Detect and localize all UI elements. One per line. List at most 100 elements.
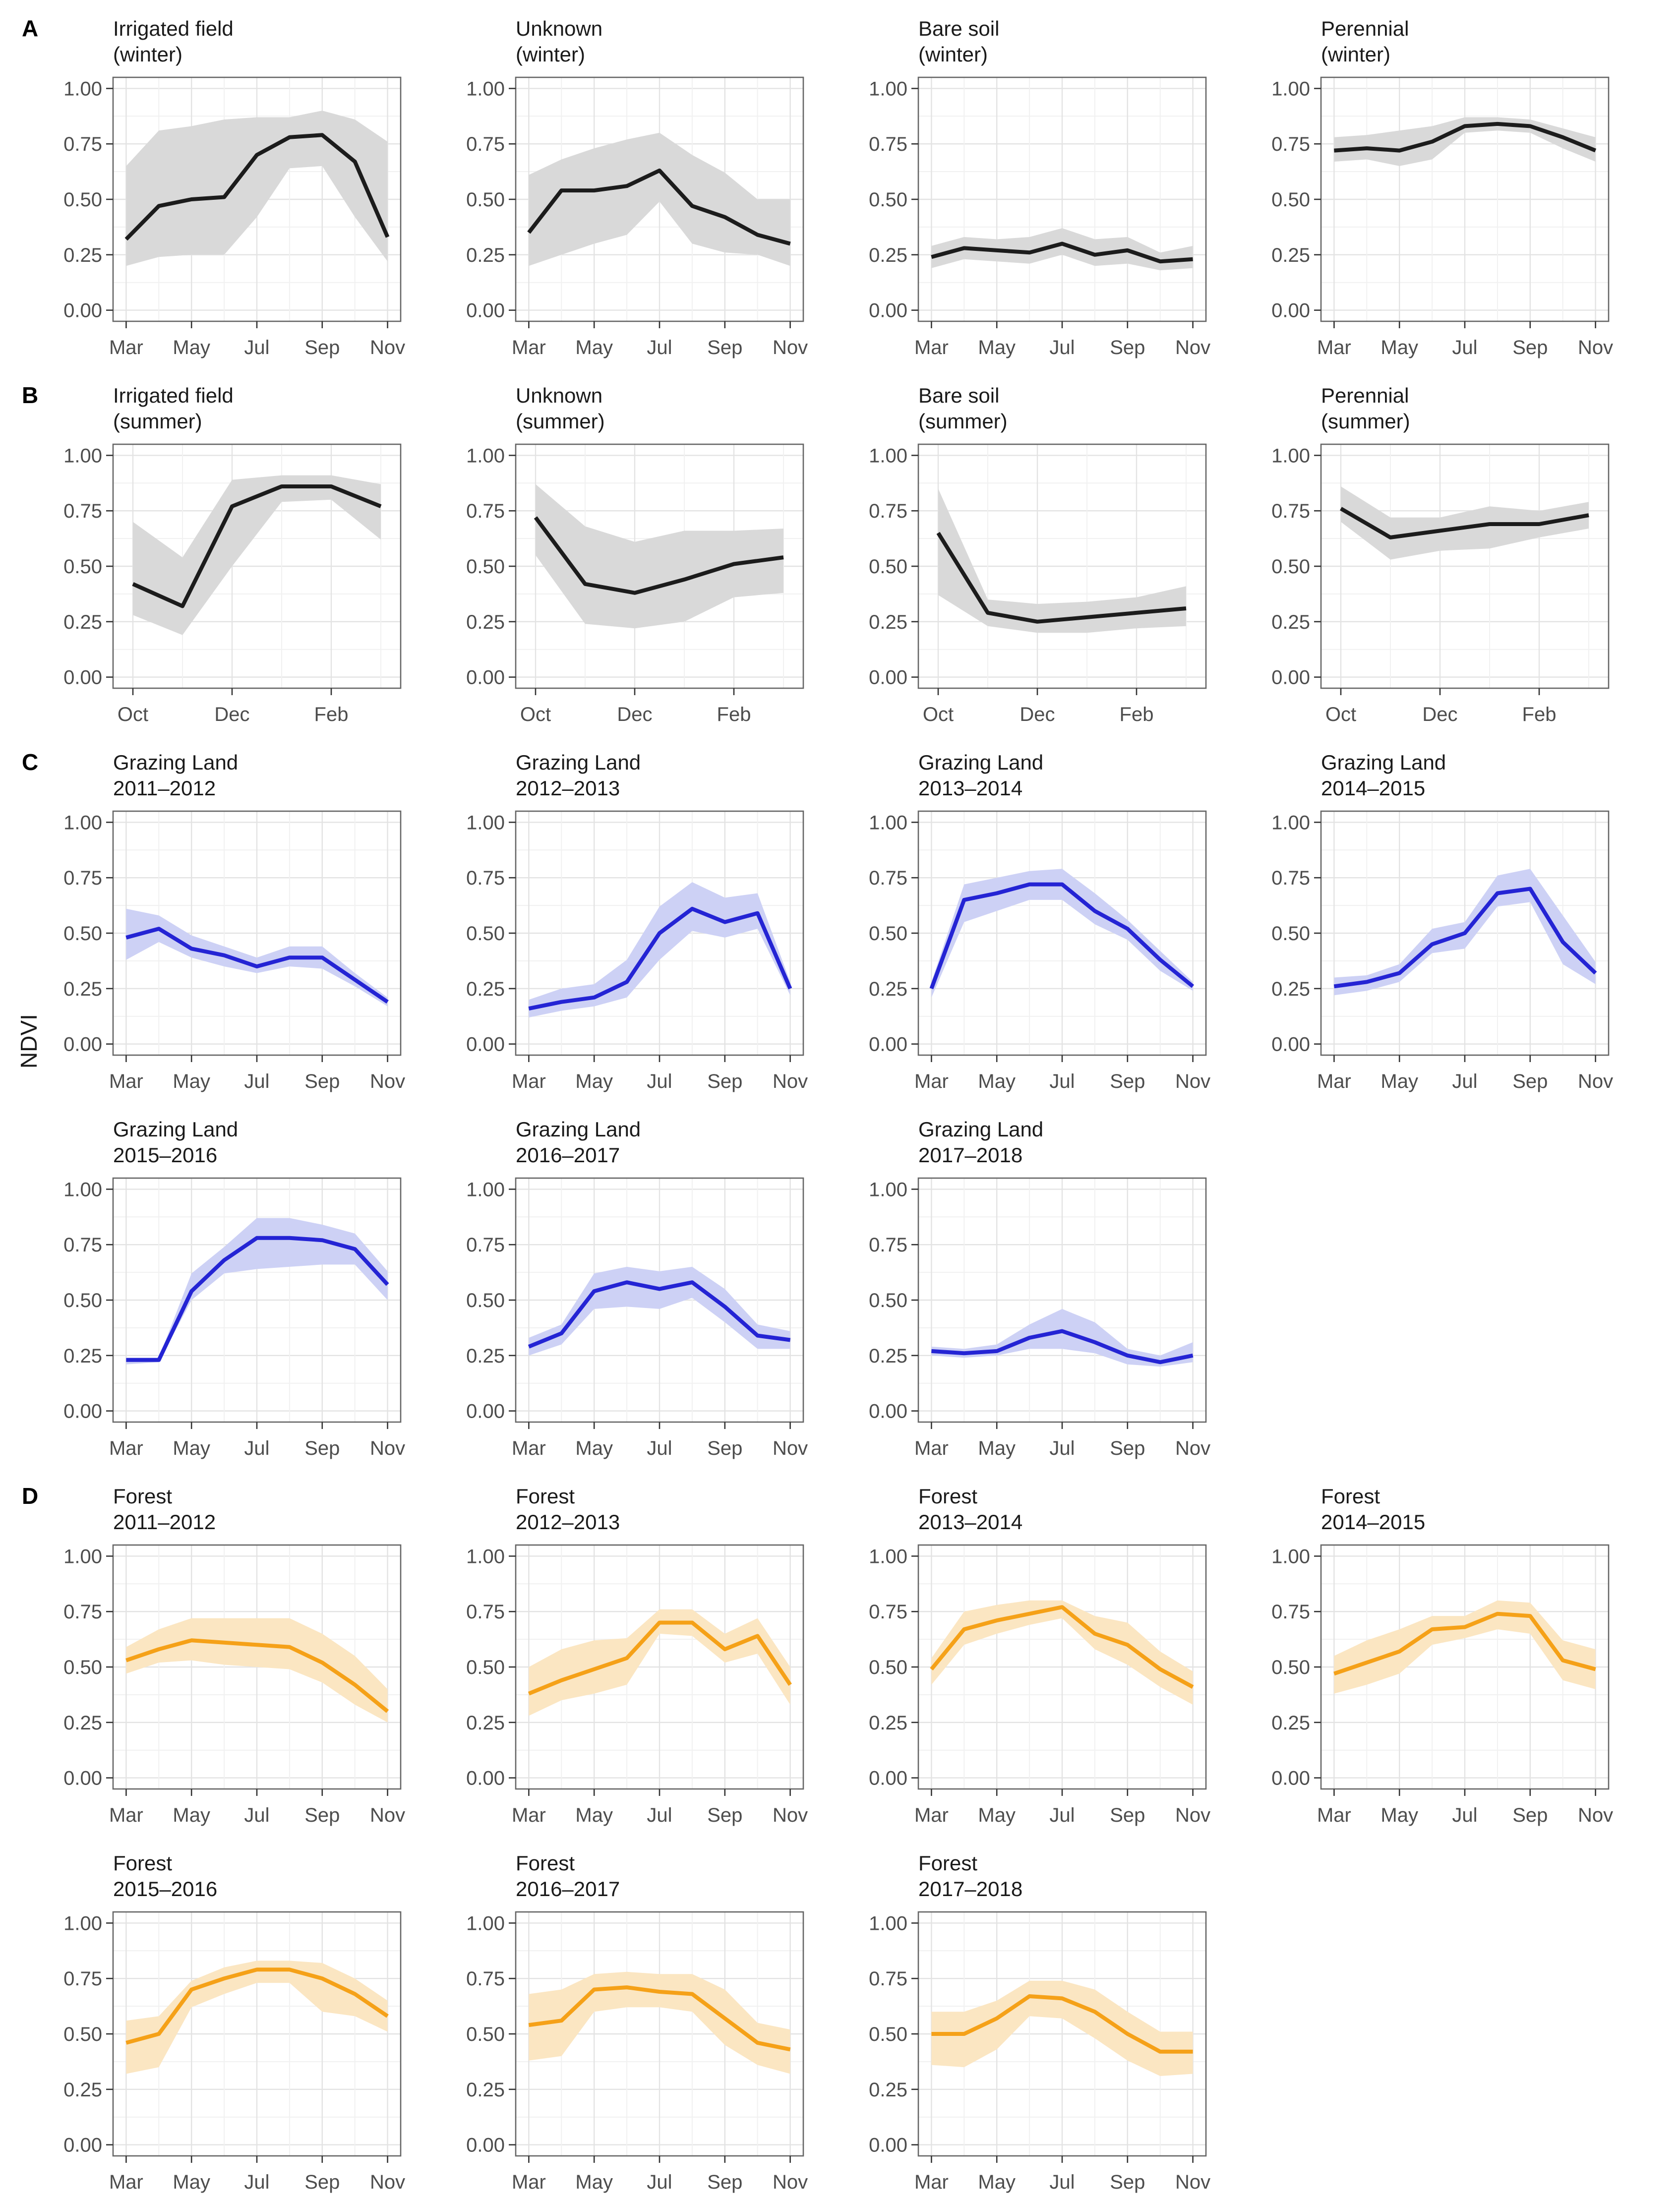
panel-chart: Mar May Jul Sep Nov 0.00 0.25 0.50 0.75 1.00	[1271, 76, 1613, 358]
svg-text:Nov: Nov	[1578, 1804, 1613, 1826]
svg-text:Feb: Feb	[717, 704, 751, 725]
svg-text:Mar: Mar	[512, 1437, 546, 1459]
svg-text:Feb: Feb	[1120, 704, 1154, 725]
svg-text:0.50: 0.50	[1271, 1657, 1310, 1678]
svg-text:Nov: Nov	[773, 1071, 808, 1092]
svg-text:1.00: 1.00	[63, 812, 102, 833]
svg-text:0.75: 0.75	[466, 500, 505, 522]
svg-text:1.00: 1.00	[466, 1546, 505, 1567]
svg-text:Nov: Nov	[1175, 337, 1210, 358]
panel-unknown-summer: Unknown (summer) Oct Dec Feb 0.00 0.25 0.50 0.75…	[461, 370, 864, 737]
svg-text:0.50: 0.50	[466, 1290, 505, 1311]
panel-title-line2: 2014–2015	[1321, 776, 1426, 800]
svg-text:0.00: 0.00	[63, 1401, 102, 1423]
panel-title-line1: Forest	[113, 1851, 173, 1875]
svg-text:Jul: Jul	[244, 1437, 269, 1459]
svg-text:1.00: 1.00	[1271, 812, 1310, 833]
svg-text:1.00: 1.00	[869, 812, 907, 833]
svg-text:0.25: 0.25	[869, 2079, 907, 2101]
svg-text:0.75: 0.75	[869, 1234, 907, 1256]
svg-text:1.00: 1.00	[466, 1179, 505, 1200]
panel-title-line2: 2017–2018	[918, 1877, 1023, 1901]
svg-text:0.25: 0.25	[1271, 978, 1310, 1000]
svg-text:May: May	[978, 337, 1016, 358]
panel-title-line2: 2013–2014	[918, 776, 1023, 800]
panel-title: Forest 2013–2014	[918, 1484, 1266, 1538]
svg-text:0.00: 0.00	[63, 667, 102, 689]
panel-unknown-winter: Unknown (winter) Mar May Jul Sep Nov 0.00 0.25 0.…	[461, 3, 864, 370]
panel-title-line2: 2012–2013	[516, 1510, 620, 1534]
panel-chart: Mar May Jul Sep Nov 0.00 0.25 0.50 0.75 1.00	[466, 76, 808, 358]
svg-text:1.00: 1.00	[466, 1912, 505, 1934]
svg-text:0.00: 0.00	[63, 2135, 102, 2156]
panel-perennial-summer: Perennial (summer) Oct Dec Feb 0.00 0.25 0.50 0.…	[1266, 370, 1669, 737]
panel-chart: Oct Dec Feb 0.00 0.25 0.50 0.75 1.00	[466, 443, 804, 725]
panel-title-line2: 2015–2016	[113, 1143, 218, 1167]
svg-text:Mar: Mar	[1317, 1804, 1351, 1826]
svg-text:Feb: Feb	[1522, 704, 1557, 725]
panel-title-line1: Grazing Land	[516, 1118, 641, 1141]
panel-title-line1: Grazing Land	[918, 751, 1044, 774]
panel-title: Perennial (summer)	[1321, 383, 1669, 437]
svg-text:0.00: 0.00	[869, 1401, 907, 1423]
panel-chart: Mar May Jul Sep Nov 0.00 0.25 0.50 0.75 1.00	[869, 810, 1210, 1092]
panel-chart: Mar May Jul Sep Nov 0.00 0.25 0.50 0.75 1.00	[466, 1177, 808, 1459]
svg-text:0.50: 0.50	[466, 189, 505, 211]
svg-text:0.00: 0.00	[63, 1768, 102, 1789]
svg-text:May: May	[575, 1437, 613, 1459]
panel-title-line2: 2014–2015	[1321, 1510, 1426, 1534]
panel-grazing-land-2017-2018: Grazing Land 2017–2018 Mar May Jul Sep Nov 0.00…	[864, 1104, 1266, 1471]
svg-text:May: May	[173, 1804, 210, 1826]
panel-title-line1: Forest	[516, 1485, 575, 1508]
panel-forest-2017-2018: Forest 2017–2018 Mar May Jul Sep Nov 0.00 0.25 0.…	[864, 1838, 1266, 2202]
panel-title-line2: (winter)	[516, 43, 586, 66]
svg-text:Sep: Sep	[707, 1437, 742, 1459]
svg-text:May: May	[173, 1437, 210, 1459]
panel-forest-2014-2015: Forest 2014–2015 Mar May Jul Sep Nov 0.00 0.25 0.…	[1266, 1471, 1669, 1838]
panel-forest-2012-2013: Forest 2012–2013 Mar May Jul Sep Nov 0.00 0.25 0.…	[461, 1471, 864, 1838]
svg-text:0.00: 0.00	[869, 667, 907, 689]
panel-title-line1: Forest	[918, 1485, 978, 1508]
svg-text:Jul: Jul	[647, 1071, 672, 1092]
svg-text:0.75: 0.75	[466, 133, 505, 155]
panel-forest-2013-2014: Forest 2013–2014 Mar May Jul Sep Nov 0.00 0.25 0.…	[864, 1471, 1266, 1838]
panel-title-line2: (winter)	[1321, 43, 1391, 66]
svg-text:Sep: Sep	[1512, 1071, 1548, 1092]
svg-text:0.25: 0.25	[466, 611, 505, 633]
svg-text:Mar: Mar	[109, 1804, 143, 1826]
svg-text:0.25: 0.25	[869, 1345, 907, 1367]
svg-text:0.75: 0.75	[466, 1234, 505, 1256]
svg-text:0.25: 0.25	[63, 1712, 102, 1734]
panel-grazing-land-2011-2012: Grazing Land 2011–2012 Mar May Jul Sep Nov 0.00…	[59, 737, 461, 1104]
svg-text:1.00: 1.00	[63, 1912, 102, 1934]
panel-grazing-land-2014-2015: Grazing Land 2014–2015 Mar May Jul Sep Nov 0.00…	[1266, 737, 1669, 1104]
svg-text:May: May	[575, 337, 613, 358]
svg-text:May: May	[173, 337, 210, 358]
svg-text:0.75: 0.75	[466, 1601, 505, 1623]
svg-text:1.00: 1.00	[869, 78, 907, 100]
panel-row: A Irrigated field (winter) Mar May Jul Sep Nov 0…	[22, 3, 1669, 370]
svg-text:0.50: 0.50	[63, 1290, 102, 1311]
panel-title-line1: Perennial	[1321, 384, 1409, 407]
section-label-a: A	[22, 15, 39, 41]
svg-text:May: May	[575, 1804, 613, 1826]
svg-text:Sep: Sep	[304, 1437, 340, 1459]
panel-title-line1: Forest	[918, 1851, 978, 1875]
svg-text:0.00: 0.00	[63, 300, 102, 322]
svg-text:0.00: 0.00	[869, 1768, 907, 1789]
panel-title: Irrigated field (summer)	[113, 383, 461, 437]
svg-text:0.50: 0.50	[869, 1290, 907, 1311]
svg-text:0.00: 0.00	[869, 300, 907, 322]
svg-text:Mar: Mar	[109, 1437, 143, 1459]
svg-text:1.00: 1.00	[466, 812, 505, 833]
panel-irrigated-field-winter: Irrigated field (winter) Mar May Jul Sep Nov 0.…	[59, 3, 461, 370]
svg-text:0.25: 0.25	[466, 244, 505, 266]
svg-text:1.00: 1.00	[869, 445, 907, 467]
section-label-d: D	[22, 1483, 39, 1509]
panel-title: Bare soil (winter)	[918, 16, 1266, 70]
svg-text:0.75: 0.75	[869, 1601, 907, 1623]
panel-title-line2: (summer)	[918, 410, 1008, 433]
section-label-b: B	[22, 382, 39, 408]
svg-text:Jul: Jul	[1049, 337, 1075, 358]
svg-text:1.00: 1.00	[63, 1546, 102, 1567]
